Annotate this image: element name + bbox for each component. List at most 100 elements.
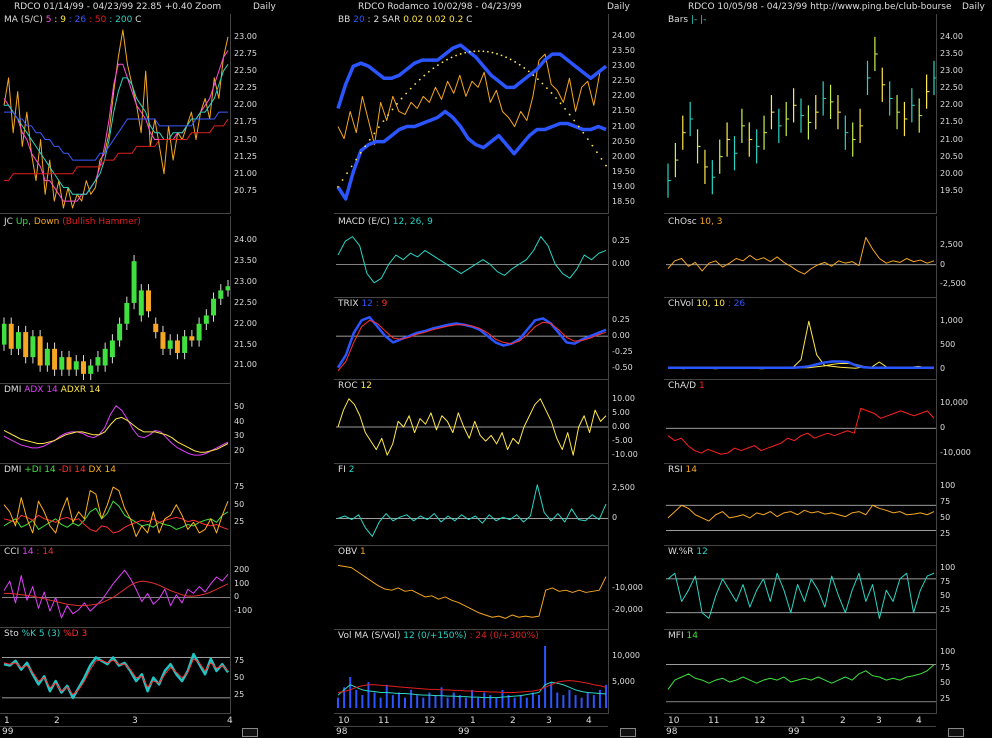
indicator-pane-c0p3: DMI +DI 14 -DI 14 DX 14 75 50 25 [0, 464, 283, 546]
y-tick-label: 75 [940, 662, 951, 672]
series-line [667, 572, 935, 619]
candle-body [23, 332, 29, 358]
sar-dot [482, 50, 485, 53]
pane-label-part: %K 5 (3) [18, 629, 61, 639]
sar-dot [359, 152, 362, 154]
candle-body [66, 357, 72, 370]
pane-label-part: : 50 [86, 15, 107, 25]
candle-body [174, 340, 180, 353]
x-tick-label: 12 [424, 716, 436, 726]
sar-dot [355, 158, 358, 161]
series-line [667, 504, 935, 522]
pane-label: TRIX 12 : 9 [338, 299, 387, 309]
period-selector[interactable]: Daily [253, 2, 276, 12]
sar-dot [418, 78, 421, 81]
pane-label-part: 12 [357, 381, 372, 391]
indicator-pane-c2p1: ChOsc 10, 3 2,500 0 -2,500 [664, 216, 992, 298]
plot-area [336, 398, 608, 456]
y-tick-label: 24.00 [940, 31, 963, 41]
plot-area [2, 254, 230, 381]
sar-dot [496, 52, 498, 55]
indicator-pane-c1p4: FI 2 2,500 0 [334, 464, 637, 546]
y-tick-label: 75 [234, 655, 245, 665]
sar-dot [586, 138, 589, 141]
series-line [337, 681, 607, 699]
pane-label-part: -DI 14 [55, 465, 86, 475]
y-tick-label: 25 [234, 517, 245, 527]
sar-dot [423, 74, 426, 77]
sar-dot [532, 74, 535, 77]
y-tick-label: 25 [234, 689, 245, 699]
pane-divider [664, 379, 936, 380]
series-line [3, 486, 229, 537]
candle-body [131, 261, 137, 303]
sar-dot [459, 53, 462, 55]
y-tick-label: 22.50 [234, 297, 257, 307]
series-line [4, 580, 229, 607]
series-line [337, 236, 607, 284]
sar-dot [364, 145, 367, 148]
candle-body [73, 361, 79, 370]
sar-dot [455, 54, 458, 57]
pane-label-part: MA (S/C) [4, 15, 43, 25]
pane-label: OBV 1 [338, 547, 366, 557]
y-tick-label: 23.50 [612, 46, 635, 56]
indicator-pane-c2p5: W.%R 12 100 75 50 25 [664, 546, 992, 630]
indicator-pane-c0p1: JC Up, Down (Bullish Hammer) 24.00 23.50 23… [0, 216, 283, 384]
sar-dot [446, 58, 448, 61]
chart-column-2: RDCO 10/05/98 - 04/23/99 http://www.ping… [664, 0, 992, 738]
y-tick-label: 75 [234, 482, 245, 492]
y-tick-label: 10,000 [940, 398, 968, 408]
series-line [336, 315, 607, 369]
column-header: RDCO 10/05/98 - 04/23/99 http://www.ping… [688, 2, 952, 12]
y-tick-label: 20.75 [234, 185, 257, 195]
sar-dot [346, 172, 348, 175]
pane-label-part: DMI [4, 385, 22, 395]
pane-label-part: 12 (0/+150%) [400, 631, 467, 641]
indicator-pane-c0p0: MA (S/C) 5 : 9 : 26 : 50 : 200 C 23.00 22.… [0, 14, 283, 214]
sar-dot [473, 50, 476, 53]
x-axis-line [664, 726, 936, 727]
y-tick-label: 25 [940, 604, 951, 614]
pane-label: Vol MA (S/Vol) 12 (0/+150%) : 24 (0/+300… [338, 631, 539, 641]
sar-dot [427, 70, 430, 73]
series-line [337, 680, 607, 693]
x-axis-line [334, 726, 608, 727]
y-tick-label: 0.25 [612, 236, 630, 246]
pane-divider [0, 383, 230, 384]
candle-body [167, 340, 173, 349]
period-selector[interactable]: Daily [607, 2, 630, 12]
candle-body [88, 365, 94, 374]
pane-label-part: Up [12, 217, 29, 227]
plot-area [336, 484, 608, 537]
pane-label-part: : 200 [106, 15, 133, 25]
plot-area [336, 315, 608, 372]
scroll-button[interactable] [948, 728, 964, 737]
y-tick-label: 22.25 [234, 83, 257, 93]
x-tick-label: 1 [470, 716, 476, 726]
pane-label-part: TRIX [338, 299, 359, 309]
pane-label-part: RSI [668, 465, 683, 475]
axis-divider [936, 14, 937, 214]
sar-dot [500, 54, 503, 57]
sar-dot [350, 165, 353, 168]
y-tick-label: 23.00 [234, 31, 257, 41]
pane-label-part: : 9 [372, 299, 388, 309]
candle-body [95, 357, 101, 366]
pane-label: ROC 12 [338, 381, 372, 391]
pane-label-part: 10, 3 [696, 217, 723, 227]
scroll-button[interactable] [620, 728, 636, 737]
sar-dot [432, 67, 435, 70]
y-tick-label: 2,500 [612, 483, 635, 493]
sar-dot [341, 179, 344, 181]
period-selector[interactable]: Daily [962, 2, 985, 12]
candle-body [160, 332, 166, 349]
candle-body [59, 357, 65, 370]
pane-label-part: BB [338, 15, 351, 25]
y-tick-label: 10.00 [612, 393, 635, 403]
y-tick-label: 40 [234, 416, 245, 426]
axis-divider [608, 14, 609, 214]
axis-divider [936, 298, 937, 380]
plot-area [337, 646, 607, 708]
scroll-button[interactable] [242, 728, 258, 737]
